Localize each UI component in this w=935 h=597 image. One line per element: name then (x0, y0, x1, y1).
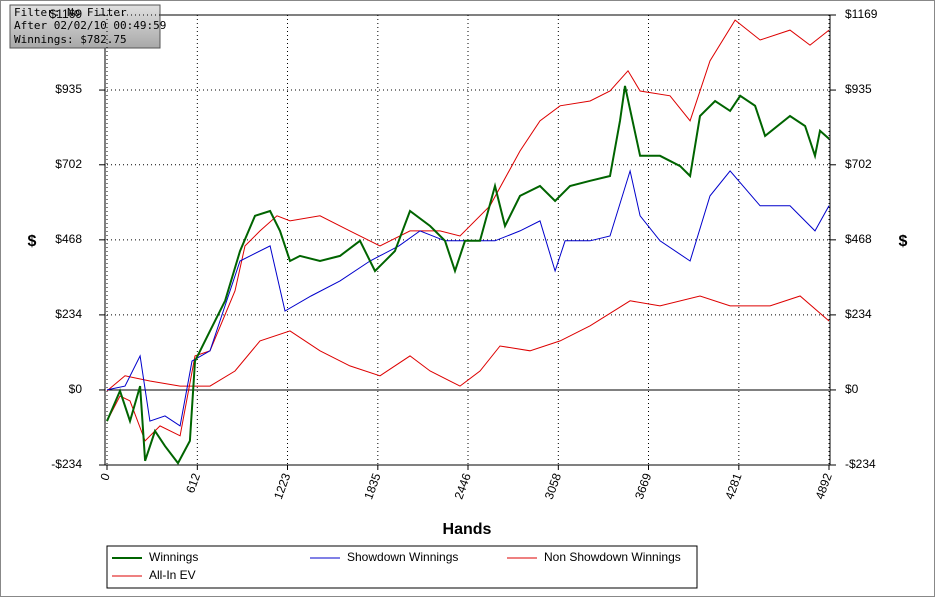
legend (106, 545, 698, 589)
y2-tick-label: $1169 (845, 7, 878, 21)
legend-label: Non Showdown Winnings (544, 550, 681, 564)
info-background (9, 4, 161, 49)
y-tick-label: $0 (69, 382, 83, 396)
y2-tick-label: $935 (845, 82, 872, 96)
y2-tick-label: -$234 (845, 457, 876, 471)
y2-tick-label: $0 (845, 382, 859, 396)
y-tick-label: $935 (55, 82, 82, 96)
y-axis-label: $ (28, 233, 37, 250)
y-tick-label: $1169 (50, 7, 83, 21)
info-line: Filter: No Filter (14, 6, 127, 19)
y2-axis-label: $ (899, 233, 908, 250)
series-line (106, 85, 830, 465)
info-box: Filter: No Filter After 02/02/10 00:49:5… (9, 4, 166, 49)
y2-tick-label: $702 (845, 157, 872, 171)
series-line (106, 19, 830, 442)
y-tick-label: $468 (55, 232, 82, 246)
y2-tick-label: $468 (845, 232, 872, 246)
legend-label: All-In EV (149, 568, 196, 582)
legend-label: Showdown Winnings (347, 550, 458, 564)
info-line: After 02/02/10 00:49:59 (14, 19, 166, 32)
y-tick-label: $702 (55, 157, 82, 171)
info-line: Winnings: $782.75 (14, 33, 127, 46)
series-line (106, 295, 830, 392)
y-tick-label: -$234 (51, 457, 82, 471)
x-axis-label: Hands (443, 521, 492, 538)
y2-tick-label: $234 (845, 307, 872, 321)
y-tick-label: $234 (55, 307, 82, 321)
legend-label: Winnings (149, 550, 198, 564)
x-tick-label: 0 (97, 471, 113, 482)
x-tick-label: 612 (183, 471, 203, 495)
